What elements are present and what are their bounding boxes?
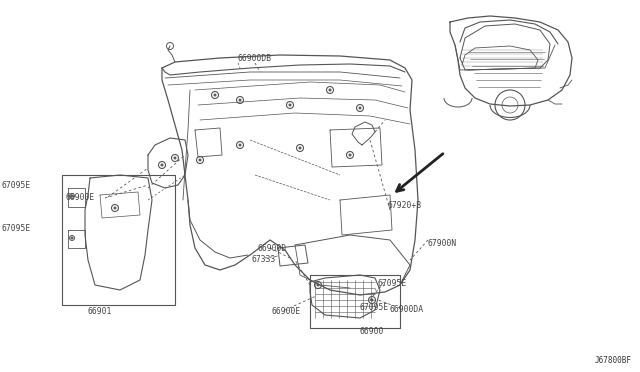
Text: J67800BF: J67800BF [595,356,632,365]
Circle shape [359,107,361,109]
Text: 67095E: 67095E [378,279,407,288]
Text: 66900: 66900 [360,327,385,337]
Text: 66900E: 66900E [272,308,301,317]
Circle shape [239,99,241,101]
Circle shape [349,154,351,156]
Text: 66900E: 66900E [65,192,94,202]
Text: 67333: 67333 [252,256,276,264]
Text: 67900N: 67900N [428,238,457,247]
Circle shape [371,299,373,301]
Circle shape [71,195,73,197]
Circle shape [239,144,241,146]
Text: 66901: 66901 [88,308,113,317]
Circle shape [214,94,216,96]
Text: 66900DB: 66900DB [238,54,272,62]
Circle shape [174,157,176,159]
Text: 66900DA: 66900DA [390,305,424,314]
Circle shape [317,284,319,286]
Text: 67095E: 67095E [360,304,389,312]
Circle shape [114,207,116,209]
Text: 67095E: 67095E [2,180,31,189]
Circle shape [71,237,73,239]
Circle shape [199,159,201,161]
Text: 66900D: 66900D [258,244,287,253]
Text: 67095E: 67095E [2,224,31,232]
Circle shape [299,147,301,149]
Circle shape [289,104,291,106]
Text: 67920+B: 67920+B [388,201,422,209]
Circle shape [161,164,163,166]
Circle shape [329,89,331,91]
